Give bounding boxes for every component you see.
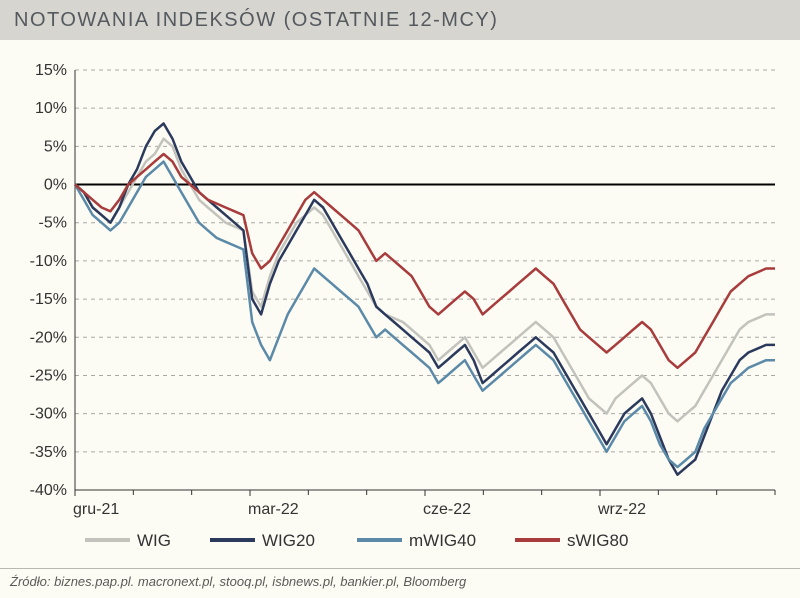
title-bar: NOTOWANIA INDEKSÓW (OSTATNIE 12-MCY) <box>0 0 800 40</box>
svg-text:-15%: -15% <box>30 291 67 308</box>
svg-text:wrz-22: wrz-22 <box>597 501 646 518</box>
svg-text:gru-21: gru-21 <box>73 501 119 518</box>
svg-text:mWIG40: mWIG40 <box>409 531 476 550</box>
svg-text:-35%: -35% <box>30 444 67 461</box>
chart-title: NOTOWANIA INDEKSÓW (OSTATNIE 12-MCY) <box>14 9 498 32</box>
svg-text:15%: 15% <box>35 62 67 79</box>
svg-text:-20%: -20% <box>30 329 67 346</box>
svg-text:0%: 0% <box>44 177 67 194</box>
source-text: Źródło: biznes.pap.pl. macronext.pl, sto… <box>10 574 466 589</box>
svg-text:-10%: -10% <box>30 253 67 270</box>
chart-svg: 15% 10% 5% 0% -5% -10% -15% -20% -25% -30% -35% -40… <box>0 40 800 568</box>
svg-text:-25%: -25% <box>30 367 67 384</box>
chart-container: NOTOWANIA INDEKSÓW (OSTATNIE 12-MCY) 15%… <box>0 0 800 598</box>
svg-text:WIG: WIG <box>137 531 171 550</box>
svg-text:-5%: -5% <box>39 215 67 232</box>
svg-text:5%: 5% <box>44 138 67 155</box>
svg-text:mar-22: mar-22 <box>248 501 299 518</box>
svg-text:sWIG80: sWIG80 <box>567 531 628 550</box>
svg-text:cze-22: cze-22 <box>423 501 471 518</box>
svg-text:-30%: -30% <box>30 406 67 423</box>
source-bar: Źródło: biznes.pap.pl. macronext.pl, sto… <box>0 568 800 598</box>
chart-plot-area: 15% 10% 5% 0% -5% -10% -15% -20% -25% -30% -35% -40… <box>0 40 800 568</box>
svg-text:-40%: -40% <box>30 482 67 499</box>
svg-text:10%: 10% <box>35 100 67 117</box>
svg-text:WIG20: WIG20 <box>262 531 315 550</box>
